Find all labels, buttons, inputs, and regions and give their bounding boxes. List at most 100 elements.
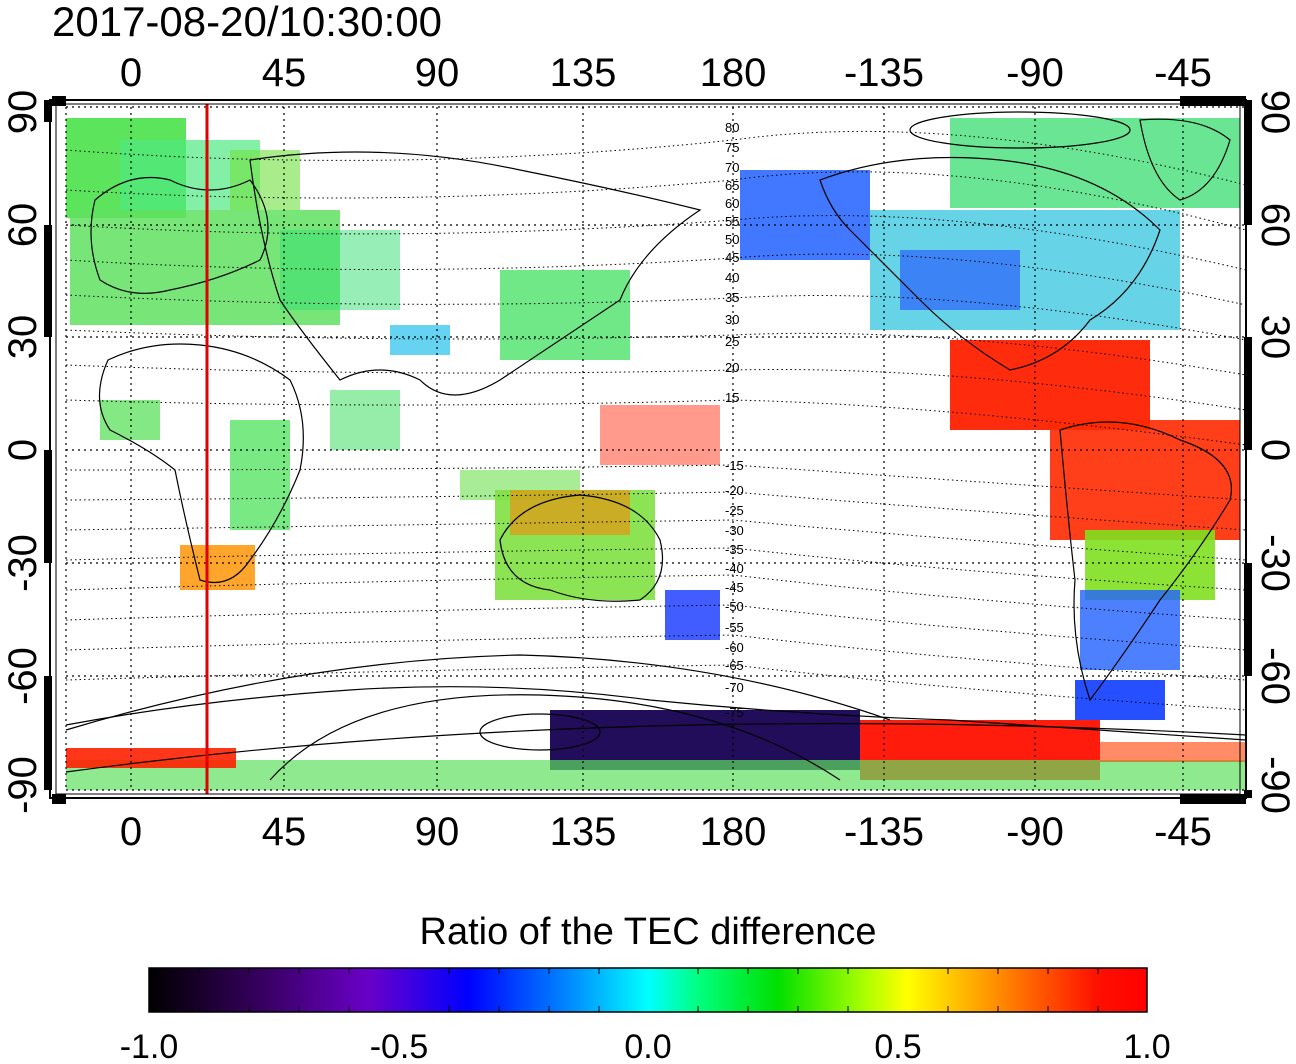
tec-patch-sa-tip: [1075, 680, 1165, 720]
tec-patch-antarctic-red-e: [1100, 742, 1246, 762]
tec-patch-africa-c: [230, 420, 290, 530]
contour-label: 30: [725, 312, 739, 327]
colorbar-title: Ratio of the TEC difference: [420, 911, 877, 953]
contour-label: 40: [725, 270, 739, 285]
contour-label: 15: [725, 390, 739, 405]
colorbar-minor-ticks: [198, 968, 1099, 1012]
tec-patch-antarctic-band: [66, 760, 1246, 790]
top-lon-tick: 45: [262, 51, 307, 95]
tec-patch-australia-n: [510, 490, 630, 535]
bottom-lon-tick: 135: [550, 810, 617, 854]
left-lat-tick: 0: [1, 439, 45, 461]
tec-patch-alaska: [740, 170, 870, 260]
coast-north-america: [819, 156, 1161, 371]
top-lon-tick: -135: [844, 51, 924, 95]
contour-label: -25: [725, 503, 744, 518]
contour-label: 80: [725, 120, 739, 135]
tec-patch-na-north: [950, 118, 1240, 208]
tec-patch-east-asia: [500, 270, 630, 360]
timestamp-title: 2017-08-20/10:30:00: [52, 0, 442, 45]
coast-africa: [98, 343, 304, 584]
contour-label: 75: [725, 140, 739, 155]
contour-label: 20: [725, 360, 739, 375]
right-lat-tick: -90: [1253, 756, 1296, 814]
contour-label: 65: [725, 178, 739, 193]
tec-patch-antarctic-red-w: [66, 748, 236, 768]
map-inner-frame: [55, 103, 1241, 795]
bottom-lon-tick: -45: [1154, 810, 1212, 854]
coast-asia: [249, 151, 702, 396]
contour-label: -50: [725, 599, 744, 614]
frame-tick-bars: [44, 96, 1252, 804]
tec-patch-asia-1: [230, 150, 300, 210]
contour-label: -55: [725, 620, 744, 635]
contour-label: -70: [725, 680, 744, 695]
contour-label: -45: [725, 580, 744, 595]
top-lon-tick: 90: [415, 51, 460, 95]
top-lon-tick: 135: [550, 51, 617, 95]
contour-label: -40: [725, 561, 744, 576]
contour-label-group: 80 75 70 65 60 55 50 45 40 35 30 25 20 1…: [725, 120, 744, 720]
top-lon-axis: 0 45 90 135 180 -135 -90 -45: [120, 51, 1212, 95]
colorbar-tick-labels: -1.0 -0.5 0.0 0.5 1.0: [120, 1028, 1171, 1064]
tec-patch-na-blue: [900, 250, 1020, 310]
top-lon-tick: -90: [1006, 51, 1064, 95]
coast-europe: [90, 177, 269, 294]
contour-label: -75: [725, 705, 744, 720]
left-lat-tick: 30: [1, 315, 45, 360]
contour-label: -35: [725, 542, 744, 557]
tec-patch-east-asia-2: [390, 325, 450, 355]
tec-patch-africa-w: [100, 400, 160, 440]
colorbar-tick: 1.0: [1123, 1028, 1170, 1064]
coast-antarctica: [65, 686, 1247, 741]
contour-label: -65: [725, 658, 744, 673]
right-lat-tick: 30: [1253, 315, 1296, 360]
colorbar-tick: -0.5: [370, 1028, 429, 1064]
contour-label: -30: [725, 523, 744, 538]
left-lat-tick: -60: [1, 647, 45, 705]
left-lat-tick: -30: [1, 534, 45, 592]
right-lat-tick: -30: [1253, 534, 1296, 592]
top-lon-tick: 0: [120, 51, 142, 95]
tec-data-layer: [66, 118, 1246, 790]
coastlines: [65, 118, 1247, 741]
bottom-lon-axis: 0 45 90 135 180 -135 -90 -45: [120, 810, 1212, 854]
contour-label: 60: [725, 196, 739, 211]
tec-patch-central-am: [950, 340, 1150, 430]
top-lon-tick: -45: [1154, 51, 1212, 95]
colorbar-gradient: [148, 967, 1148, 1013]
right-lat-tick: -60: [1253, 647, 1296, 705]
right-lat-tick: 90: [1253, 90, 1296, 135]
contour-label: 35: [725, 290, 739, 305]
coast-south-america: [1059, 421, 1232, 702]
right-lat-tick: 0: [1253, 439, 1296, 461]
contour-label: 70: [725, 160, 739, 175]
top-lon-tick: 180: [700, 51, 767, 95]
map-area: 80 75 70 65 60 55 50 45 40 35 30 25 20 1…: [44, 96, 1252, 804]
contour-label: 55: [725, 214, 739, 229]
left-lat-tick: -90: [1, 756, 45, 814]
tec-patch-sa-south: [1080, 590, 1180, 670]
right-lat-tick: 60: [1253, 203, 1296, 248]
contour-label: -20: [725, 483, 744, 498]
colorbar: Ratio of the TEC difference -1.0 -0.5 0.…: [120, 911, 1171, 1064]
bottom-lon-tick: -135: [844, 810, 924, 854]
bottom-lon-tick: 180: [700, 810, 767, 854]
colorbar-tick: 0.0: [624, 1028, 671, 1064]
left-lat-tick: 90: [1, 90, 45, 135]
contour-label: 50: [725, 232, 739, 247]
contour-label: -15: [725, 458, 744, 473]
tec-patch-central-asia: [280, 230, 400, 310]
tec-patch-sa-mid: [1085, 530, 1215, 600]
coast-australia: [499, 494, 664, 602]
right-lat-axis: 90 60 30 0 -30 -60 -90: [1253, 90, 1296, 814]
colorbar-tick: -1.0: [120, 1028, 179, 1064]
magnetic-contours: [65, 130, 1247, 711]
left-lat-tick: 60: [1, 203, 45, 248]
bottom-lon-tick: -90: [1006, 810, 1064, 854]
contour-label: 45: [725, 250, 739, 265]
colorbar-tick: 0.5: [874, 1028, 921, 1064]
bottom-lon-tick: 0: [120, 810, 142, 854]
contour-label: 25: [725, 334, 739, 349]
